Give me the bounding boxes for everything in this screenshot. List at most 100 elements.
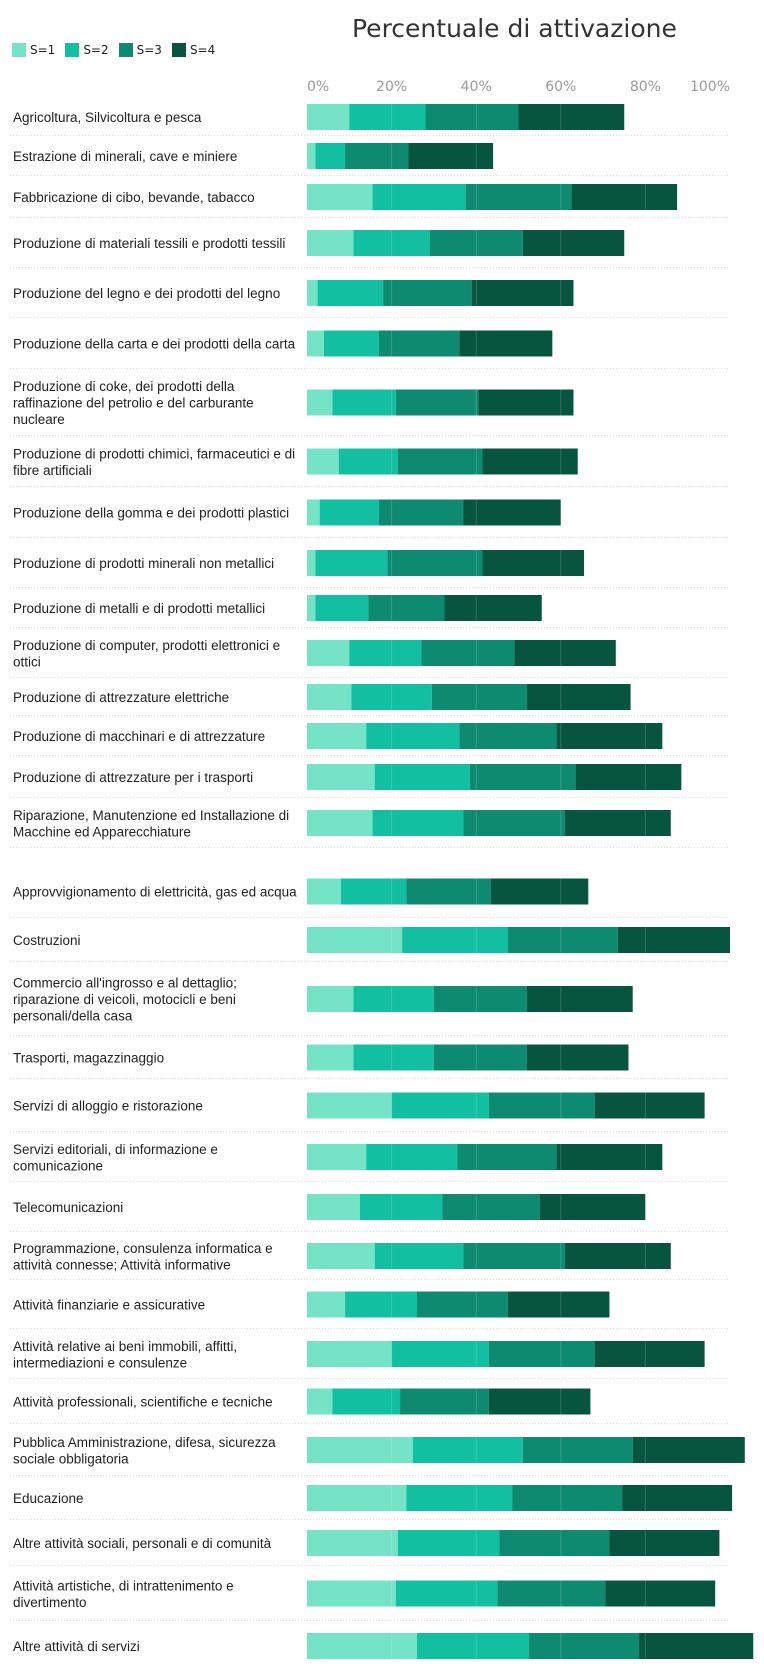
bar-segment-s4[interactable] xyxy=(482,448,578,475)
bar-segment-s1[interactable] xyxy=(307,810,373,836)
bar-segment-s2[interactable] xyxy=(349,640,422,666)
bar-segment-s4[interactable] xyxy=(488,1388,591,1415)
bar-segment-s4[interactable] xyxy=(622,1485,733,1511)
bar-segment-s4[interactable] xyxy=(491,878,589,905)
bar-segment-s3[interactable] xyxy=(387,550,483,576)
bar-segment-s3[interactable] xyxy=(383,280,472,306)
bar-segment-s3[interactable] xyxy=(499,1530,610,1556)
bar-segment-s4[interactable] xyxy=(632,1437,745,1463)
bar-segment-s2[interactable] xyxy=(391,1341,489,1367)
bar-segment-s4[interactable] xyxy=(605,1580,716,1607)
bar-segment-s4[interactable] xyxy=(514,640,616,666)
bar-segment-s2[interactable] xyxy=(353,1044,434,1071)
bar-segment-s1[interactable] xyxy=(307,230,354,256)
bar-segment-s3[interactable] xyxy=(512,1485,623,1511)
bar-segment-s4[interactable] xyxy=(408,143,494,169)
bar-segment-s4[interactable] xyxy=(617,927,730,953)
bar-segment-s4[interactable] xyxy=(639,1633,754,1659)
bar-segment-s1[interactable] xyxy=(307,389,333,416)
bar-segment-s3[interactable] xyxy=(463,1243,566,1269)
bar-segment-s1[interactable] xyxy=(307,1194,360,1220)
bar-segment-s2[interactable] xyxy=(366,1144,458,1170)
bar-segment-s4[interactable] xyxy=(565,810,671,836)
bar-segment-s3[interactable] xyxy=(421,640,515,666)
bar-segment-s4[interactable] xyxy=(518,104,625,130)
bar-segment-s1[interactable] xyxy=(307,1485,407,1511)
bar-segment-s4[interactable] xyxy=(471,280,574,306)
bar-segment-s2[interactable] xyxy=(391,1092,489,1119)
bar-segment-s2[interactable] xyxy=(374,764,470,790)
bar-segment-s3[interactable] xyxy=(406,878,492,905)
bar-segment-s3[interactable] xyxy=(431,684,527,710)
bar-segment-s3[interactable] xyxy=(345,143,409,169)
bar-segment-s1[interactable] xyxy=(307,104,350,130)
bar-segment-s3[interactable] xyxy=(425,104,519,130)
bar-segment-s2[interactable] xyxy=(319,499,379,526)
bar-segment-s3[interactable] xyxy=(442,1194,540,1220)
bar-segment-s3[interactable] xyxy=(497,1580,606,1607)
bar-segment-s2[interactable] xyxy=(345,1291,417,1318)
legend-item-s1[interactable]: S=1 xyxy=(12,43,55,57)
bar-segment-s4[interactable] xyxy=(526,1044,629,1071)
bar-segment-s1[interactable] xyxy=(307,184,373,210)
bar-segment-s3[interactable] xyxy=(522,1437,633,1463)
bar-segment-s2[interactable] xyxy=(372,184,466,210)
bar-segment-s4[interactable] xyxy=(571,184,678,210)
bar-segment-s4[interactable] xyxy=(609,1530,720,1556)
bar-segment-s4[interactable] xyxy=(522,230,625,256)
bar-segment-s2[interactable] xyxy=(315,143,346,169)
bar-segment-s2[interactable] xyxy=(317,280,384,306)
bar-segment-s4[interactable] xyxy=(444,595,542,621)
bar-segment-s1[interactable] xyxy=(307,986,354,1012)
bar-segment-s2[interactable] xyxy=(412,1437,523,1463)
bar-segment-s3[interactable] xyxy=(463,810,566,836)
legend-item-s3[interactable]: S=3 xyxy=(118,43,162,57)
bar-segment-s3[interactable] xyxy=(488,1092,595,1119)
bar-segment-s3[interactable] xyxy=(416,1291,508,1318)
bar-segment-s1[interactable] xyxy=(307,1341,392,1367)
bar-segment-s4[interactable] xyxy=(594,1341,705,1367)
bar-segment-s3[interactable] xyxy=(378,330,460,357)
bar-segment-s2[interactable] xyxy=(372,810,464,836)
bar-segment-s2[interactable] xyxy=(353,986,434,1012)
bar-segment-s2[interactable] xyxy=(366,723,460,749)
bar-segment-s2[interactable] xyxy=(406,1485,513,1511)
bar-segment-s4[interactable] xyxy=(594,1092,705,1119)
bar-segment-s2[interactable] xyxy=(332,1388,401,1415)
bar-segment-s1[interactable] xyxy=(307,684,352,710)
bar-segment-s1[interactable] xyxy=(307,1437,413,1463)
bar-segment-s2[interactable] xyxy=(315,595,369,621)
bar-segment-s3[interactable] xyxy=(457,1144,557,1170)
bar-segment-s3[interactable] xyxy=(378,499,464,526)
bar-segment-s3[interactable] xyxy=(368,595,445,621)
bar-segment-s3[interactable] xyxy=(400,1388,489,1415)
bar-segment-s4[interactable] xyxy=(575,764,682,790)
bar-segment-s4[interactable] xyxy=(526,986,633,1012)
bar-segment-s4[interactable] xyxy=(556,1144,663,1170)
bar-segment-s1[interactable] xyxy=(307,1044,354,1071)
bar-segment-s1[interactable] xyxy=(307,550,316,576)
bar-segment-s1[interactable] xyxy=(307,1388,333,1415)
bar-segment-s3[interactable] xyxy=(433,1044,527,1071)
bar-segment-s2[interactable] xyxy=(416,1633,530,1659)
bar-segment-s3[interactable] xyxy=(529,1633,640,1659)
bar-segment-s3[interactable] xyxy=(433,986,527,1012)
legend-item-s2[interactable]: S=2 xyxy=(65,43,109,57)
bar-segment-s1[interactable] xyxy=(307,640,350,666)
bar-segment-s2[interactable] xyxy=(397,1530,500,1556)
legend-item-s4[interactable]: S=4 xyxy=(171,43,215,57)
bar-segment-s1[interactable] xyxy=(307,595,316,621)
bar-segment-s3[interactable] xyxy=(397,448,483,475)
bar-segment-s4[interactable] xyxy=(539,1194,646,1220)
bar-segment-s4[interactable] xyxy=(482,550,585,576)
bar-segment-s2[interactable] xyxy=(340,878,407,905)
bar-segment-s1[interactable] xyxy=(307,1530,398,1556)
bar-segment-s3[interactable] xyxy=(429,230,523,256)
bar-segment-s3[interactable] xyxy=(507,927,618,953)
bar-segment-s1[interactable] xyxy=(307,1291,346,1318)
bar-segment-s3[interactable] xyxy=(488,1341,595,1367)
bar-segment-s2[interactable] xyxy=(353,230,430,256)
bar-segment-s1[interactable] xyxy=(307,878,341,905)
bar-segment-s2[interactable] xyxy=(402,927,508,953)
bar-segment-s1[interactable] xyxy=(307,1243,375,1269)
